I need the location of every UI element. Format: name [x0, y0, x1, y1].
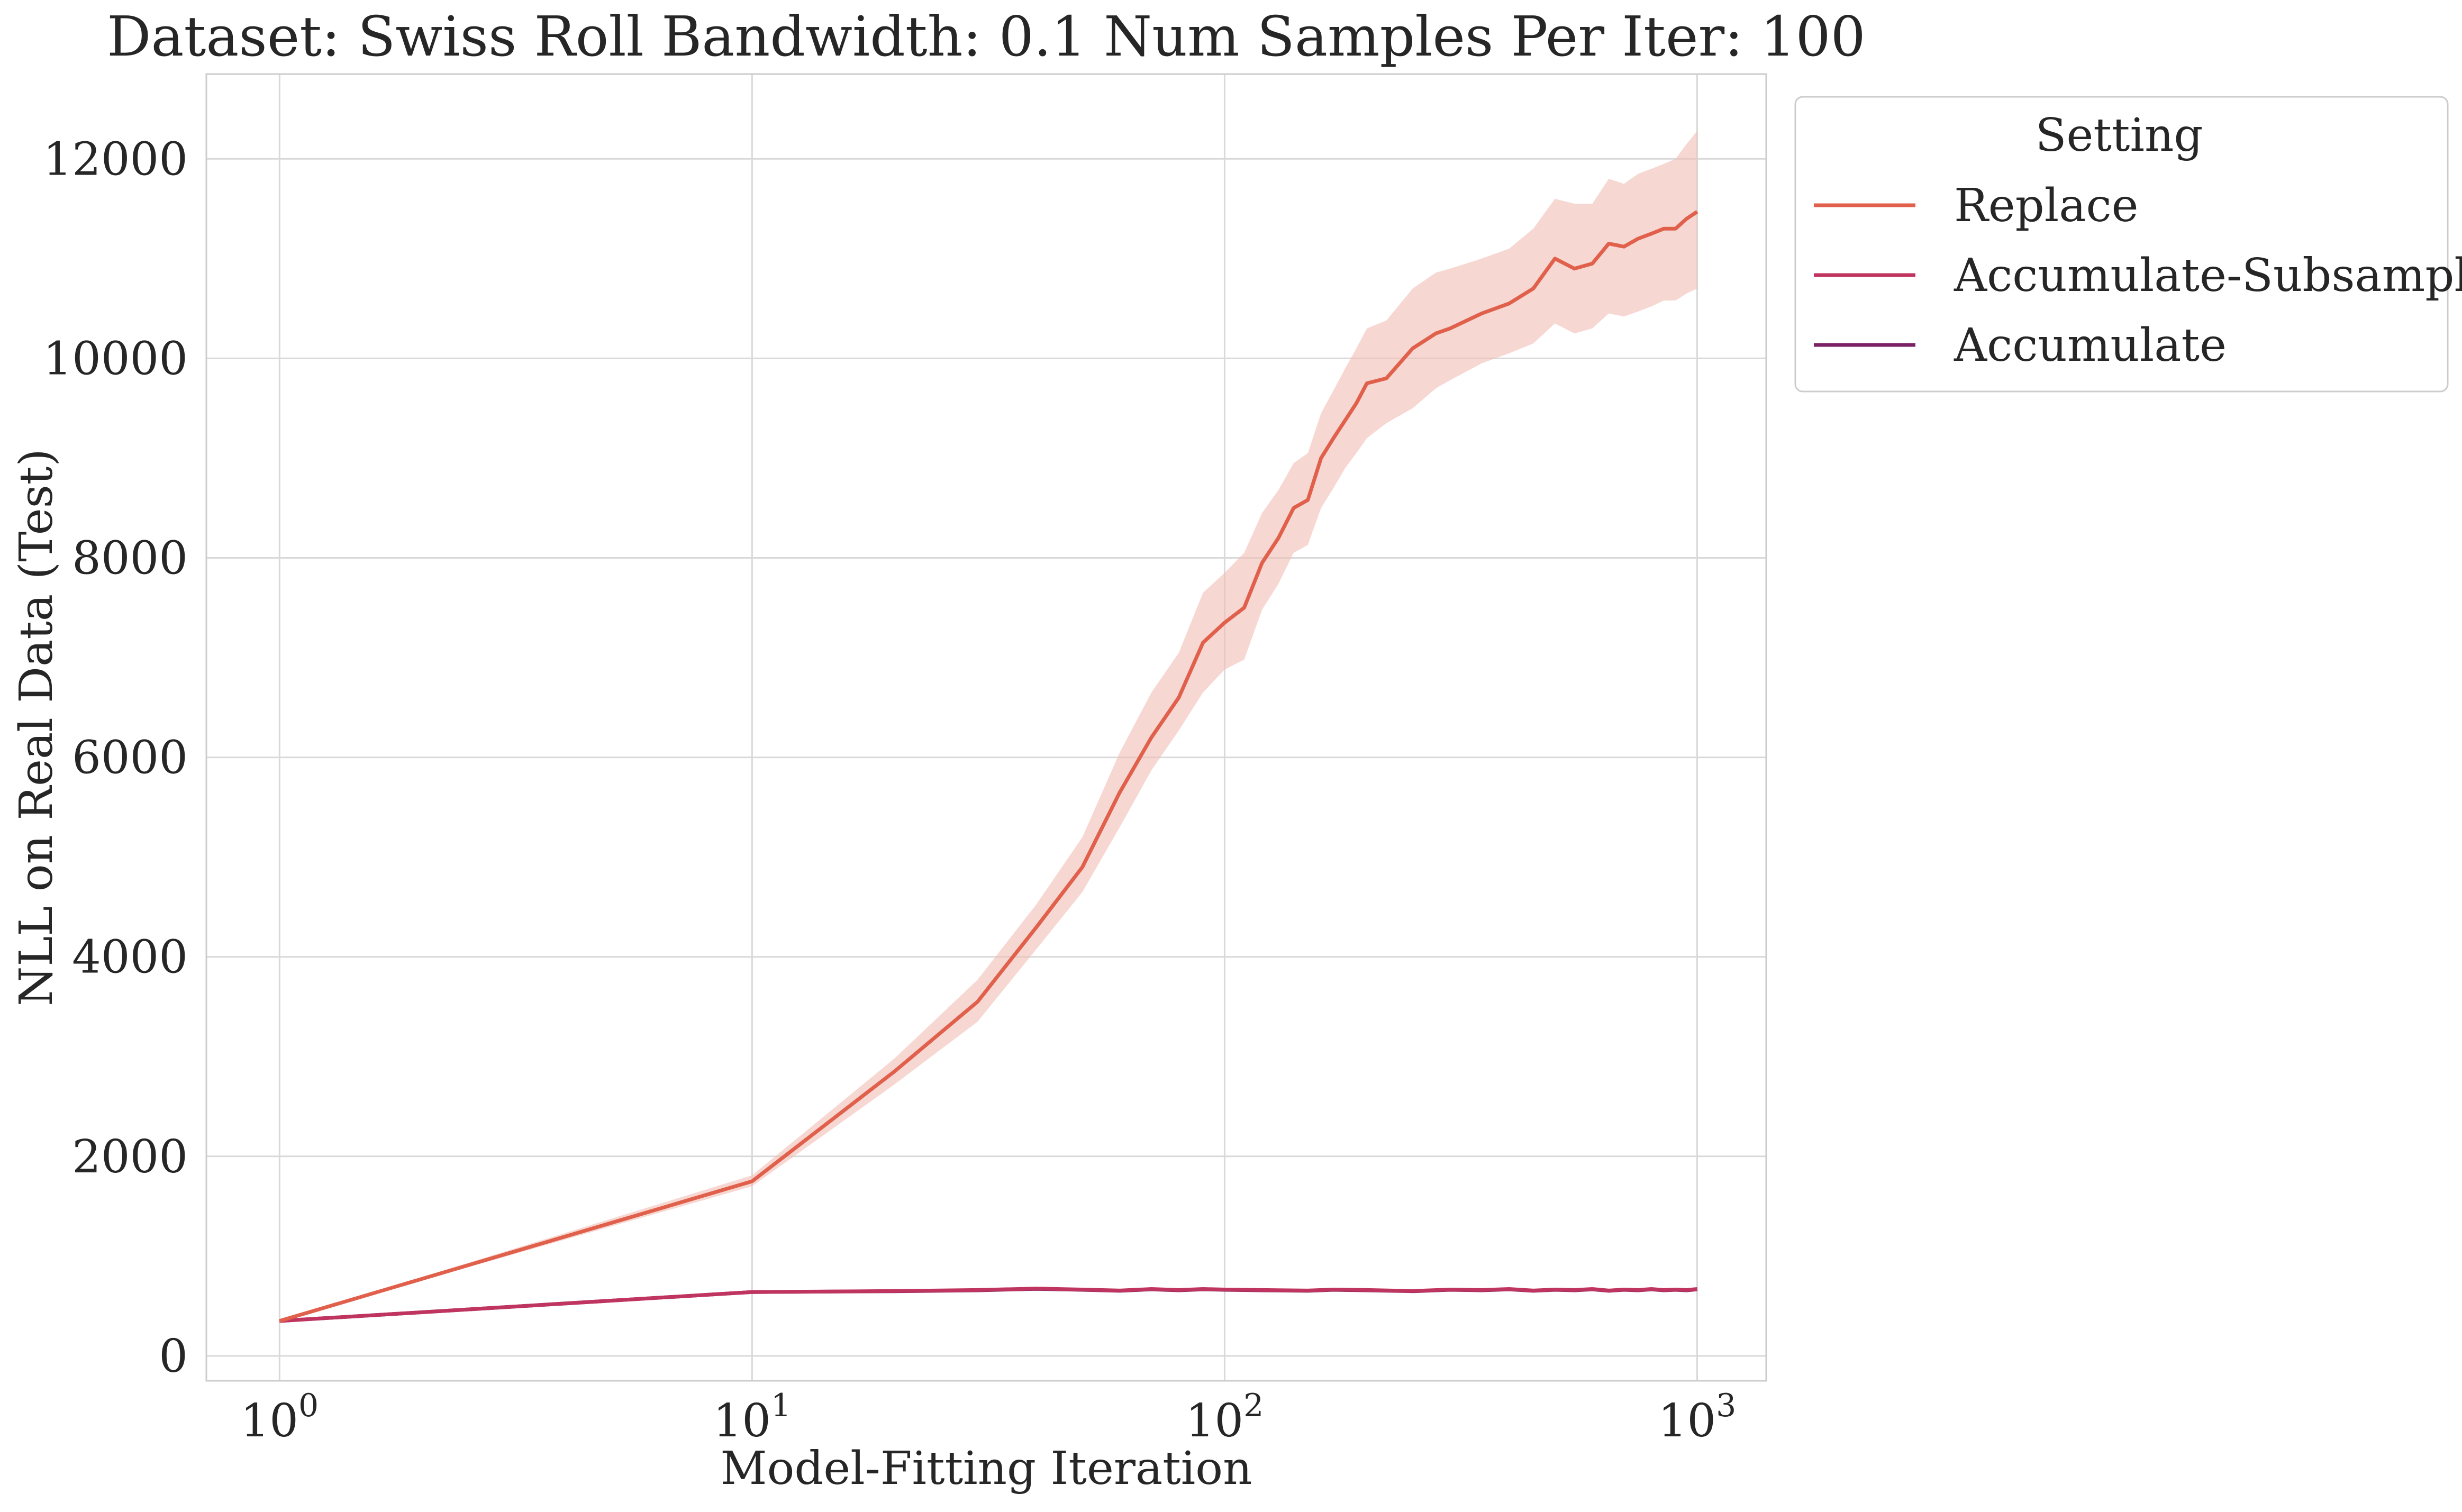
legend: Setting Replace Accumulate-Subsample Accum…: [1794, 96, 2462, 393]
y-tick-label: 10000: [43, 332, 188, 385]
legend-box: [1794, 96, 2449, 393]
legend-label: Replace: [1954, 179, 2139, 232]
x-tick-label: 100: [241, 1387, 319, 1447]
x-tick-label: 103: [1658, 1387, 1737, 1447]
y-tick-label: 2000: [72, 1131, 188, 1183]
legend-label: Accumulate: [1954, 319, 2227, 372]
x-axis-label: Model-Fitting Iteration: [721, 1442, 1252, 1495]
y-tick-labels: 0 2000 4000 6000 8000 10000 12000: [43, 133, 188, 1383]
y-tick-label: 12000: [43, 133, 188, 186]
legend-items: Replace Accumulate-Subsample Accumulate: [1814, 179, 2462, 372]
confidence-band-replace: [279, 131, 1697, 1321]
legend-label: Accumulate-Subsample: [1954, 249, 2462, 302]
series-line-accumulate-subsample: [279, 1287, 1697, 1323]
series-line-replace: [279, 210, 1698, 1323]
y-tick-label: 8000: [72, 532, 188, 585]
y-axis-label: NLL on Real Data (Test): [10, 449, 63, 1006]
x-tick-labels: 100 101 102 103: [241, 1387, 1737, 1447]
x-tick-label: 102: [1186, 1387, 1264, 1447]
chart-title: Dataset: Swiss Roll Bandwidth: 0.1 Num S…: [107, 4, 1866, 69]
legend-title: Setting: [2036, 109, 2203, 162]
series-lines: [279, 210, 1698, 1323]
y-tick-label: 6000: [72, 732, 188, 785]
grid-lines: [206, 74, 1766, 1381]
plot-area-frame: [205, 73, 1767, 1382]
y-tick-label: 4000: [72, 931, 188, 984]
x-tick-label: 101: [713, 1387, 792, 1447]
y-tick-label: 0: [159, 1330, 188, 1383]
confidence-bands: [279, 131, 1697, 1321]
